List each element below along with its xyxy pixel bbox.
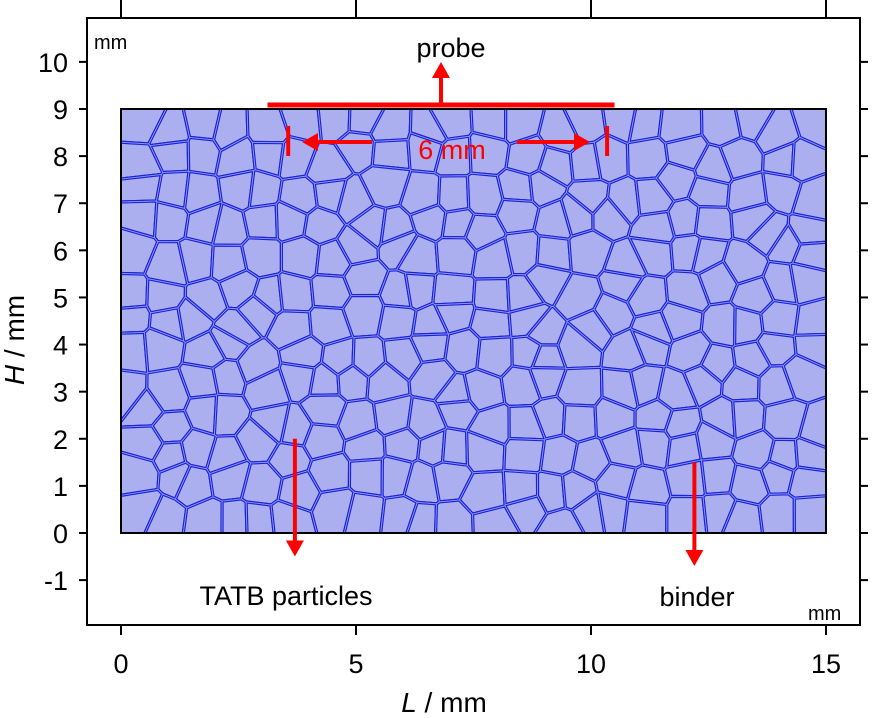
span-left-arrow-head — [302, 132, 318, 151]
tatb-particle — [152, 200, 191, 244]
y-tick-label: 3 — [53, 378, 68, 408]
y-tick-label: 7 — [53, 189, 68, 219]
tatb-particle — [241, 202, 279, 241]
y-axis-unit: / mm — [0, 295, 30, 365]
domain-border — [120, 108, 827, 534]
x-tick-label: 10 — [576, 649, 606, 679]
y-tick-label: 10 — [38, 48, 68, 78]
y-tick-label: 4 — [53, 331, 68, 361]
tatb-particle — [431, 271, 477, 307]
tatb-particle — [757, 492, 796, 533]
probe-arrow-head — [432, 62, 450, 78]
y-axis-title: H / mm — [0, 295, 30, 385]
span-right-arrow-head — [574, 132, 590, 151]
binder-highlight — [793, 334, 826, 369]
binder-arrow-head — [685, 549, 704, 566]
x-tick-label: 0 — [113, 649, 128, 679]
y-tick-label: 0 — [53, 519, 68, 549]
tatb-particle — [665, 494, 709, 533]
x-unit-label: mm — [808, 603, 841, 625]
y-tick-label: 1 — [53, 472, 68, 502]
binder-highlight — [790, 109, 826, 150]
tatb-particle — [693, 205, 735, 243]
tatb-particle — [436, 174, 471, 214]
y-tick-label: -1 — [44, 566, 68, 596]
y-tick-label: 9 — [53, 95, 68, 125]
span-label: 6 mm — [418, 135, 486, 165]
tatb-particle — [792, 494, 826, 533]
tatb-particle — [502, 436, 547, 475]
tatb-particle — [622, 498, 669, 533]
tatb-particle — [220, 497, 249, 533]
tatb-particle — [440, 426, 470, 467]
probe-label: probe — [416, 33, 485, 63]
x-tick-label: 15 — [811, 649, 841, 679]
x-axis-variable: L — [401, 687, 417, 718]
axis-ticks — [79, 0, 868, 635]
y-tick-label: 8 — [53, 142, 68, 172]
tatb-particle — [662, 458, 708, 499]
specimen-domain — [120, 108, 827, 534]
y-unit-label: mm — [94, 32, 127, 54]
tatb-particle — [786, 465, 826, 500]
x-axis-title: L / mm — [401, 687, 487, 718]
binder-network — [121, 109, 826, 533]
binder-highlight — [795, 436, 826, 472]
y-tick-label: 6 — [53, 236, 68, 266]
y-axis-variable: H — [0, 364, 30, 385]
binder-label: binder — [659, 582, 734, 612]
binder-highlight — [793, 495, 826, 533]
tatb-particle — [277, 270, 316, 314]
particles-label: TATB particles — [199, 581, 372, 611]
x-tick-label: 5 — [348, 649, 363, 679]
annotations — [267, 62, 704, 566]
tatb-particle — [554, 365, 604, 408]
tatb-particle — [759, 299, 801, 338]
y-tick-label: 5 — [53, 283, 68, 313]
y-tick-label: 2 — [53, 425, 68, 455]
x-axis-unit: / mm — [417, 687, 487, 718]
y-tick-labels: -1 0 1 2 3 4 5 6 7 8 9 10 — [38, 48, 68, 596]
x-tick-labels: 0 5 10 15 — [113, 649, 841, 679]
particle-arrow-head — [285, 540, 304, 557]
